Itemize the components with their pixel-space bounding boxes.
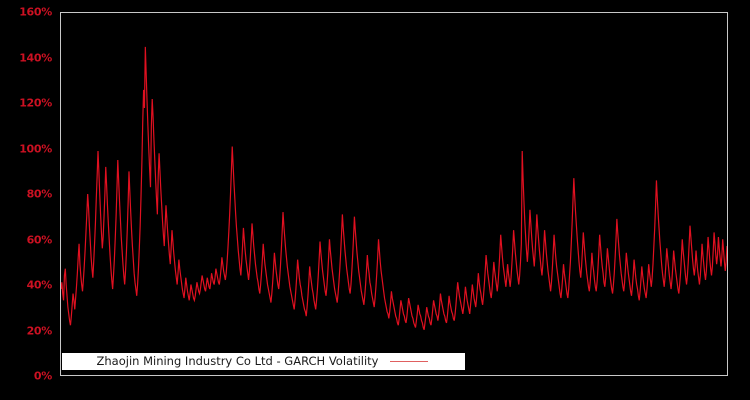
y-axis-tick-label: 140% — [19, 51, 52, 64]
chart-legend: Zhaojin Mining Industry Co Ltd - GARCH V… — [62, 353, 465, 370]
y-axis-tick-label: 20% — [26, 324, 53, 337]
y-axis: 0% 20% 40% 60% 80% 100% 120% 140% 160% — [0, 0, 56, 400]
y-axis-tick-label: 120% — [19, 96, 52, 110]
y-axis-tick-label: 40% — [26, 278, 53, 292]
y-axis-tick-label: 100% — [19, 142, 52, 155]
legend-line-sample — [390, 361, 429, 362]
y-axis-tick-label: 80% — [26, 187, 53, 201]
volatility-line-series — [61, 46, 727, 330]
y-axis-tick-label: 160% — [19, 5, 52, 19]
y-axis-tick-label: 0% — [33, 369, 52, 383]
plot-area — [60, 12, 728, 376]
y-axis-tick-label: 60% — [26, 233, 53, 246]
legend-label: Zhaojin Mining Industry Co Ltd - GARCH V… — [96, 353, 379, 368]
series-polyline — [61, 46, 727, 330]
